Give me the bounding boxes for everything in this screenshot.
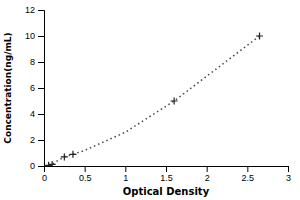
y-tick-label: 4 — [30, 109, 35, 119]
x-tick-mark — [288, 166, 289, 172]
y-tick: 0 — [30, 161, 44, 171]
x-tick: 2 — [205, 166, 210, 183]
y-tick-label: 6 — [30, 83, 35, 93]
y-tick-label: 2 — [30, 135, 35, 145]
x-tick: 3 — [286, 166, 291, 183]
x-tick-label: 0 — [42, 173, 47, 183]
data-point — [171, 98, 178, 105]
x-tick-label: 2.5 — [242, 173, 255, 183]
x-tick-mark — [125, 166, 126, 172]
y-tick-mark — [38, 10, 44, 11]
x-axis-title: Optical Density — [123, 186, 210, 197]
x-tick-mark — [166, 166, 167, 172]
x-tick-label: 1 — [123, 173, 128, 183]
y-tick-label: 8 — [30, 57, 35, 67]
x-tick-label: 3 — [286, 173, 291, 183]
y-tick-mark — [38, 140, 44, 141]
y-axis-title: Concentration(ng/mL) — [3, 32, 13, 143]
marker-series — [45, 33, 263, 167]
x-axis: 0 0.5 1 1.5 2 2.5 3 — [42, 166, 291, 183]
y-tick: 12 — [25, 5, 44, 15]
x-tick: 0.5 — [79, 166, 92, 183]
chart-svg: 0 0.5 1 1.5 2 2.5 3 0 2 4 6 8 10 12 Optical Density Con… — [0, 0, 300, 200]
data-point — [69, 151, 76, 158]
y-tick-label: 12 — [25, 5, 35, 15]
y-tick: 8 — [30, 57, 44, 67]
y-tick-label: 0 — [30, 161, 35, 171]
data-point — [61, 153, 68, 160]
y-tick-mark — [38, 36, 44, 37]
y-tick-mark — [38, 166, 44, 167]
marks — [45, 33, 263, 167]
y-axis-line — [38, 11, 45, 167]
y-axis: 0 2 4 6 8 10 12 — [25, 5, 45, 171]
data-line — [49, 36, 260, 165]
y-tick-mark — [38, 114, 44, 115]
plot: 0 0.5 1 1.5 2 2.5 3 0 2 4 6 8 10 12 — [25, 5, 291, 183]
y-tick: 6 — [30, 83, 44, 93]
x-tick: 1.5 — [160, 166, 173, 183]
x-tick-mark — [207, 166, 208, 172]
data-point — [49, 161, 56, 166]
data-point — [256, 33, 263, 40]
x-tick-label: 1.5 — [160, 173, 173, 183]
x-tick-label: 2 — [205, 173, 210, 183]
x-tick: 1 — [123, 166, 128, 183]
x-tick-mark — [247, 166, 248, 172]
y-tick: 10 — [25, 31, 44, 41]
x-tick-label: 0.5 — [79, 173, 92, 183]
x-tick-mark — [85, 166, 86, 172]
y-tick: 4 — [30, 109, 44, 119]
x-axis-line — [45, 167, 289, 173]
x-tick: 0 — [42, 166, 47, 183]
y-tick-mark — [38, 88, 44, 89]
y-tick: 2 — [30, 135, 44, 145]
y-tick-label: 10 — [25, 31, 35, 41]
chart-container: 0 0.5 1 1.5 2 2.5 3 0 2 4 6 8 10 12 Optical Density Con… — [0, 0, 300, 200]
y-tick-mark — [38, 62, 44, 63]
x-tick: 2.5 — [242, 166, 255, 183]
